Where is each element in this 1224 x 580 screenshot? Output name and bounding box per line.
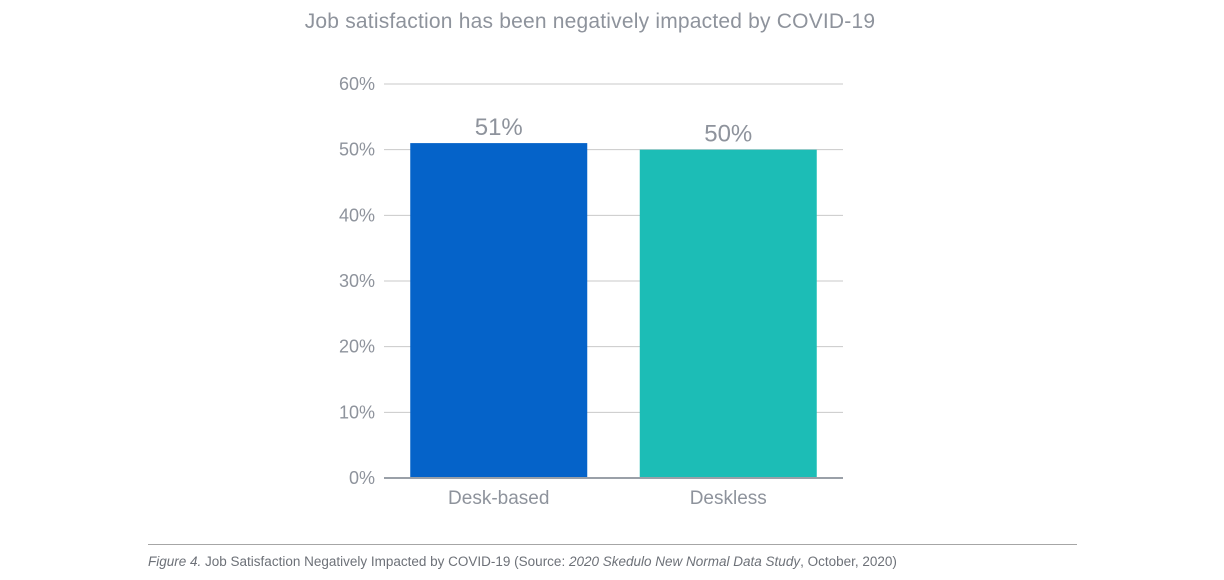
- y-tick-label: 60%: [339, 74, 375, 94]
- bar-chart: 0%10%20%30%40%50%60% 51% 50% Desk-based De…: [339, 74, 843, 509]
- data-label: 51%: [475, 114, 523, 141]
- figure-caption: Figure 4. Job Satisfaction Negatively Im…: [148, 554, 897, 569]
- chart-title: Job satisfaction has been negatively imp…: [304, 10, 876, 33]
- data-label: 50%: [704, 121, 752, 148]
- bar: [639, 149, 817, 478]
- bars: [410, 143, 817, 478]
- figure-label: Figure 4.: [148, 554, 202, 569]
- bar: [410, 143, 588, 478]
- x-category-label: Desk-based: [448, 488, 549, 509]
- x-category-label: Deskless: [690, 488, 767, 509]
- y-tick-label: 50%: [339, 140, 375, 160]
- caption-text-end: , October, 2020): [800, 554, 897, 569]
- y-axis-ticks: 0% 10% 20% 30% 40% 50% 60%: [339, 74, 375, 488]
- caption-text: Job Satisfaction Negatively Impacted by …: [201, 554, 569, 569]
- caption-source-title: 2020 Skedulo New Normal Data Study: [568, 554, 801, 569]
- y-tick-label: 30%: [339, 271, 375, 291]
- caption-divider: [148, 544, 1077, 545]
- data-labels: 51% 50%: [475, 114, 753, 148]
- y-tick-label: 10%: [339, 402, 375, 422]
- y-tick-label: 20%: [339, 337, 375, 357]
- x-axis-categories: Desk-based Deskless: [448, 488, 767, 509]
- y-tick-label: 40%: [339, 205, 375, 225]
- y-tick-label: 0%: [349, 468, 375, 488]
